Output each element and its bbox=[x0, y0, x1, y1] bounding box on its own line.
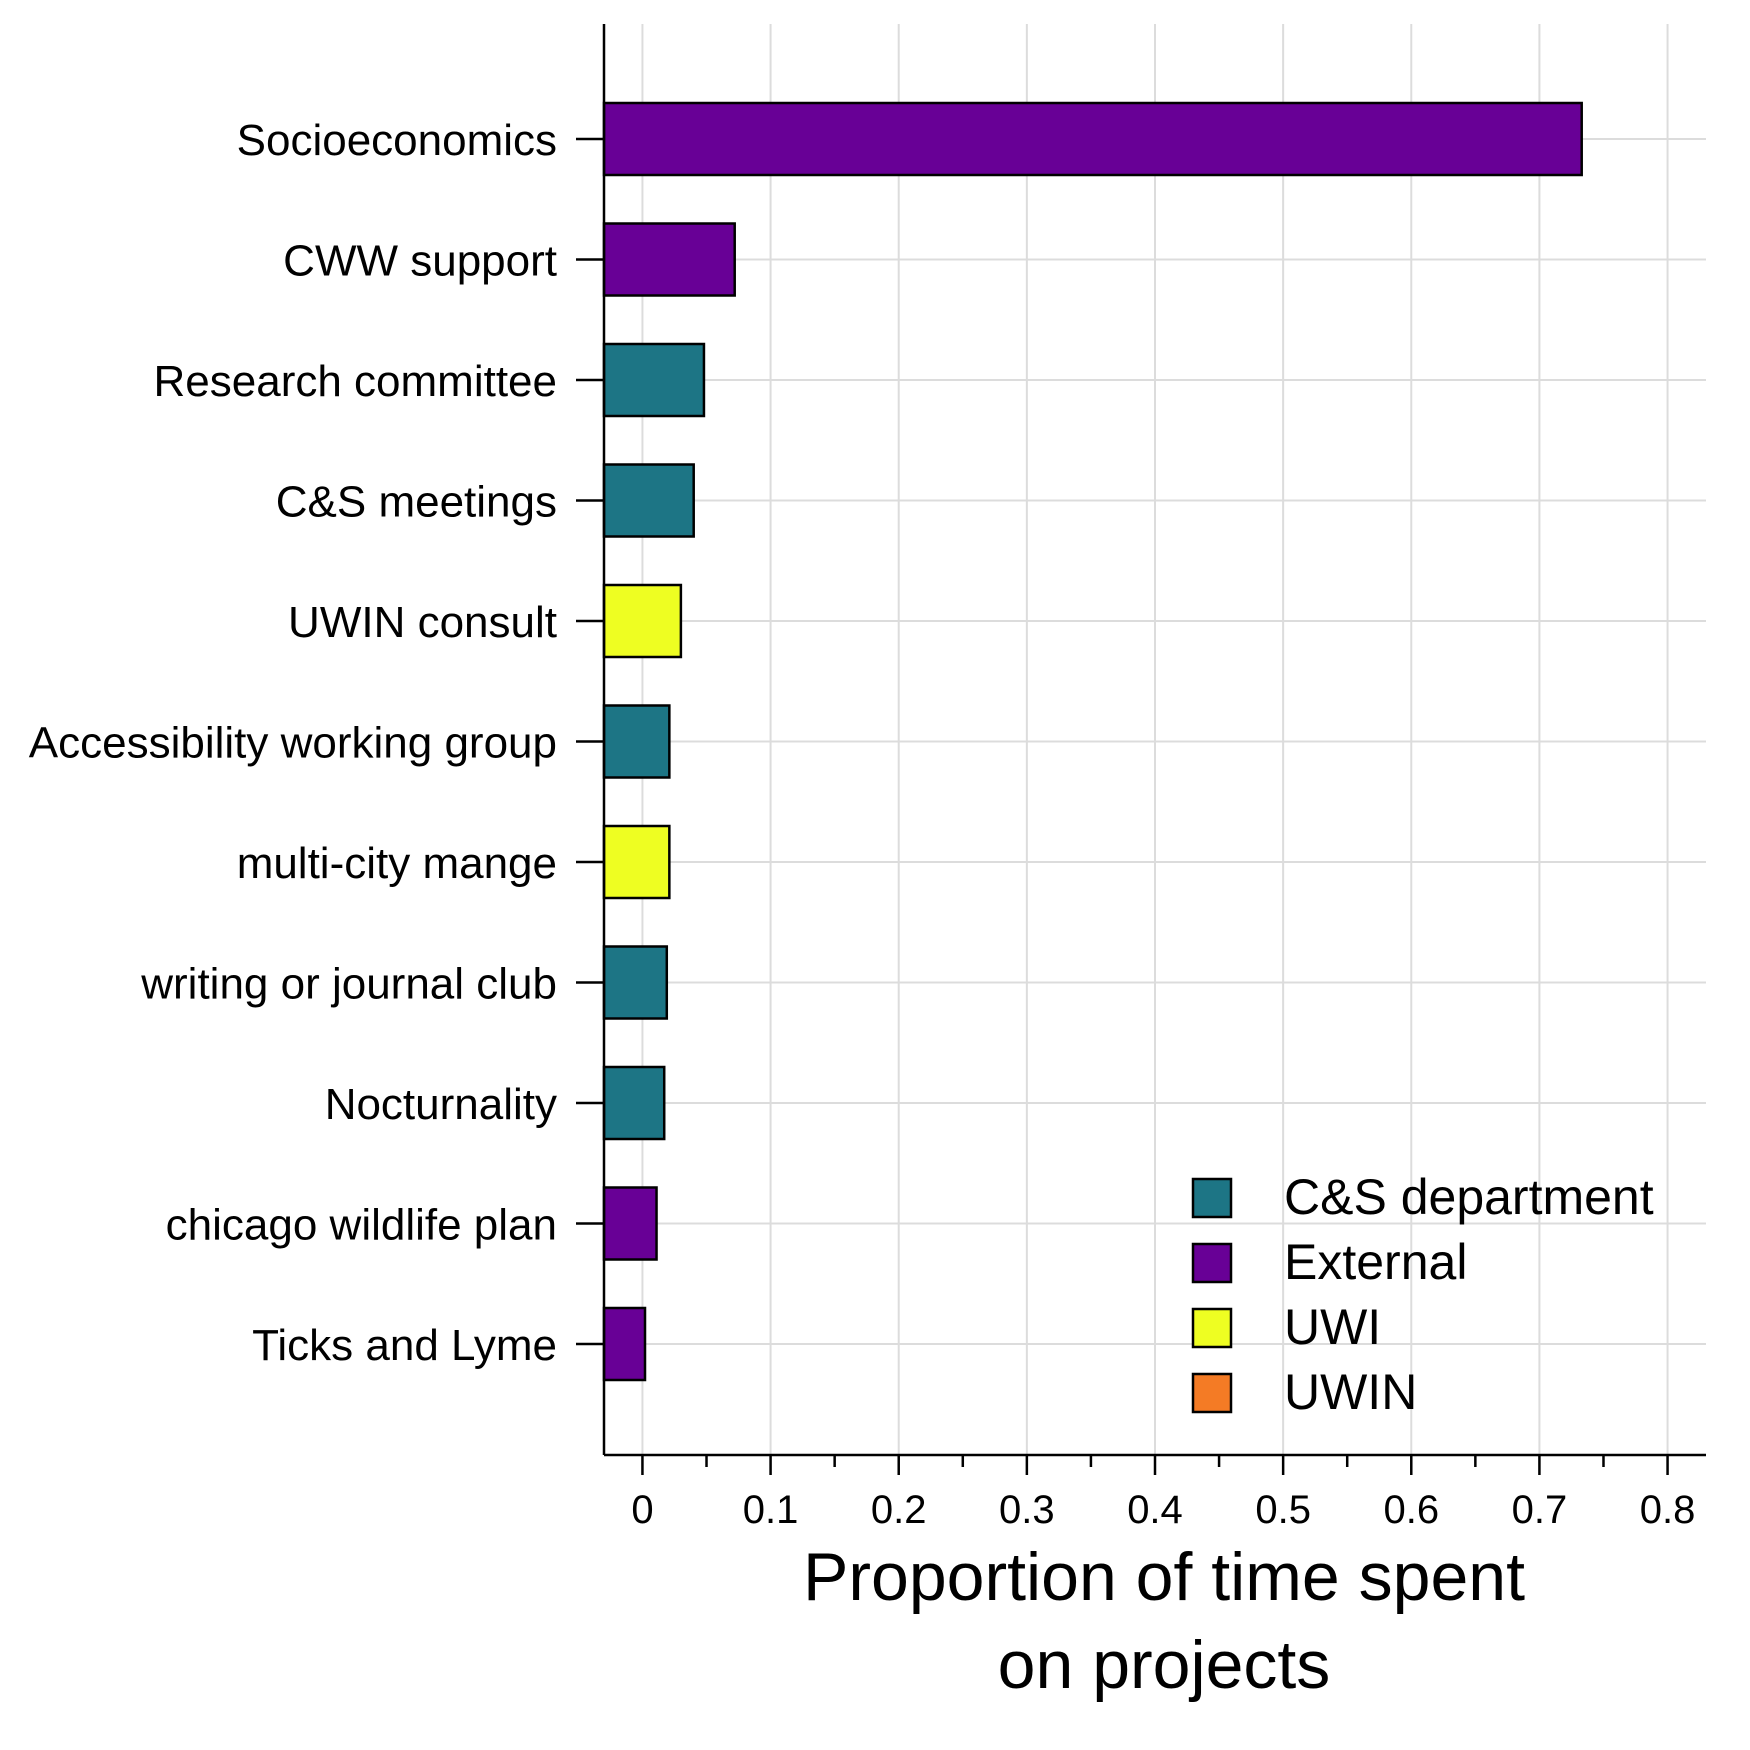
bar-writing-or-journal-club bbox=[602, 945, 669, 1020]
x-tick-label: 0.7 bbox=[1512, 1488, 1568, 1532]
bar-accessibility-working-group bbox=[602, 704, 671, 779]
y-tick-label: multi-city mange bbox=[237, 839, 557, 888]
legend-swatch-cands-department bbox=[1191, 1177, 1233, 1219]
bar-uwin-consult bbox=[602, 583, 683, 659]
y-tick-label: Socioeconomics bbox=[237, 116, 557, 165]
legend: C&S department External UWI UWIN bbox=[1191, 1169, 1654, 1420]
bar-cands-meetings bbox=[602, 463, 695, 538]
x-tick-label: 0.6 bbox=[1383, 1488, 1439, 1532]
x-tick-label: 0.2 bbox=[871, 1488, 927, 1532]
legend-label-uwin: UWIN bbox=[1284, 1364, 1417, 1420]
legend-swatch-uwi bbox=[1191, 1307, 1233, 1349]
y-axis-tick-labels: Socioeconomics CWW support Research commit… bbox=[29, 116, 604, 1370]
x-axis-title-line-2: on projects bbox=[998, 1627, 1331, 1703]
legend-swatch-external bbox=[1191, 1242, 1233, 1284]
x-tick-label: 0.8 bbox=[1640, 1488, 1696, 1532]
legend-swatch-uwin bbox=[1191, 1372, 1233, 1414]
grid-lines bbox=[604, 24, 1706, 1455]
legend-label-uwi: UWI bbox=[1284, 1299, 1381, 1355]
bar-research-committee bbox=[602, 342, 706, 418]
y-tick-label: UWIN consult bbox=[288, 598, 557, 647]
x-axis-tick-labels: 0 0.1 0.2 0.3 0.4 0.5 0.6 0.7 0.8 bbox=[631, 1455, 1695, 1532]
bar-nocturnality bbox=[602, 1065, 666, 1141]
x-tick-label: 0 bbox=[631, 1488, 653, 1532]
x-axis-title-line-1: Proportion of time spent bbox=[803, 1539, 1525, 1615]
y-tick-label: Ticks and Lyme bbox=[252, 1321, 557, 1370]
bars bbox=[602, 101, 1583, 1382]
bar-socioeconomics bbox=[602, 101, 1583, 177]
bar-ticks-and-lyme bbox=[602, 1306, 647, 1382]
y-tick-label: Research committee bbox=[154, 357, 557, 406]
x-tick-label: 0.1 bbox=[743, 1488, 799, 1532]
bar-cww-support bbox=[602, 222, 736, 297]
legend-label-external: External bbox=[1284, 1234, 1467, 1290]
legend-label-cands-department: C&S department bbox=[1284, 1169, 1654, 1225]
bar-multi-city-mange bbox=[602, 824, 671, 900]
y-tick-label: writing or journal club bbox=[140, 960, 557, 1009]
y-tick-label: Accessibility working group bbox=[29, 719, 557, 768]
y-tick-label: chicago wildlife plan bbox=[166, 1201, 557, 1250]
bar-chicago-wildlife-plan bbox=[602, 1186, 658, 1261]
y-tick-label: C&S meetings bbox=[276, 478, 557, 527]
x-tick-label: 0.3 bbox=[999, 1488, 1055, 1532]
x-tick-label: 0.4 bbox=[1127, 1488, 1183, 1532]
y-tick-label: Nocturnality bbox=[325, 1080, 557, 1129]
y-tick-label: CWW support bbox=[283, 237, 557, 286]
x-tick-label: 0.5 bbox=[1255, 1488, 1311, 1532]
